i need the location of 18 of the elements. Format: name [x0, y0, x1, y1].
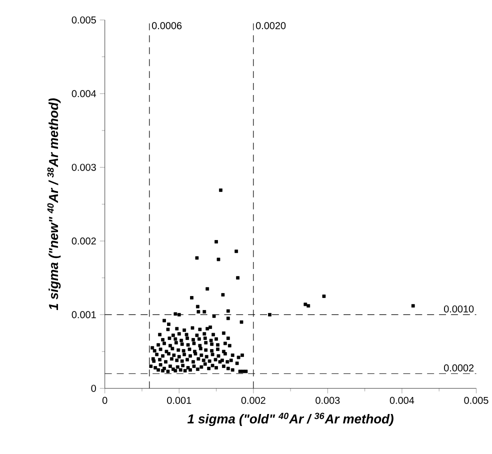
x-tick-label: 0.005	[464, 396, 488, 404]
x-axis-title: 1 sigma ("old" $^{40}$Ar / $^{36}$Ar method)	[187, 412, 394, 426]
y-axis-title: 1 sigma ("new" $^{40}$Ar / $^{38}$Ar method)	[47, 98, 61, 310]
ref-line-label: 0.0010	[444, 305, 474, 312]
y-tick-label: 0.005	[72, 16, 96, 24]
x-tick-label: 0.004	[390, 396, 414, 404]
ref-line-label: 0.0020	[256, 22, 286, 30]
ref-line-label: 0.0002	[444, 364, 474, 372]
y-tick-label: 0.002	[72, 237, 96, 244]
y-tick-label: 0.003	[72, 164, 96, 171]
y-tick-label: 0.001	[72, 311, 96, 318]
x-tick-label: 0.001	[167, 396, 192, 404]
x-tick-label: 0	[102, 396, 108, 404]
x-tick-label: 0.003	[316, 396, 340, 404]
y-tick-label: 0	[91, 384, 96, 392]
y-tick-label: 0.004	[72, 90, 96, 98]
ref-line-label: 0.0006	[152, 22, 182, 30]
x-tick-label: 0.002	[241, 396, 266, 404]
